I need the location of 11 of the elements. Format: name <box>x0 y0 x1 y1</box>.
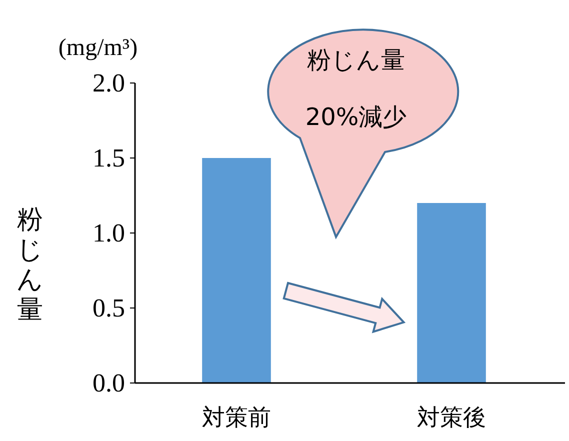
y-axis-title: 粉じん量 <box>16 205 44 325</box>
x-tick-label: 対策後 <box>417 405 486 431</box>
y-tick-label: 1.5 <box>92 144 125 172</box>
annotation: 20%減少 <box>305 103 407 131</box>
y-axis-title: 粉じん量 <box>307 46 405 74</box>
y-tick-label: 0.5 <box>92 294 125 322</box>
y-tick-label: 0.0 <box>92 368 125 398</box>
x-tick-label: 対策前 <box>202 405 271 431</box>
y-tick-label: 1.0 <box>92 218 125 248</box>
text: (mg/m³) <box>58 35 138 61</box>
y-tick-label: 2.0 <box>92 68 125 98</box>
